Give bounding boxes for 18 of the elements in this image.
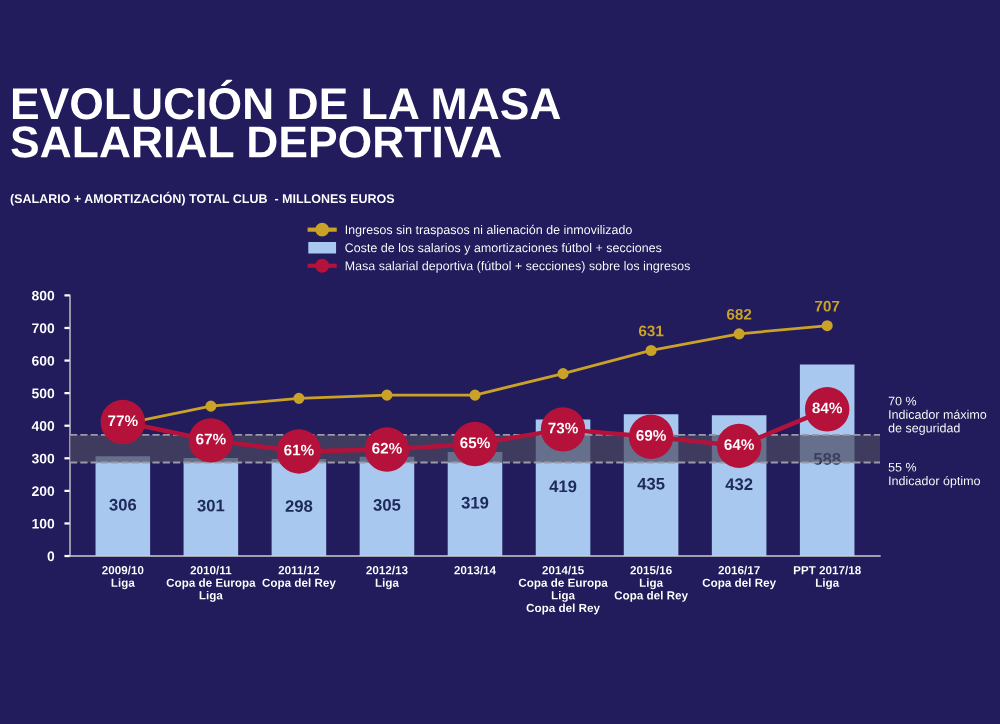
point	[381, 389, 393, 401]
point	[821, 320, 833, 332]
point	[733, 328, 745, 340]
point	[557, 368, 569, 380]
data-label: 435	[637, 477, 665, 490]
data-label: 298	[285, 500, 313, 512]
point	[645, 344, 657, 357]
data-label: 305	[373, 499, 401, 511]
data-label: 301	[197, 499, 225, 512]
data-label: 432	[725, 478, 753, 491]
chart-title: EVOLUCIÓN DE LA MASA SALARIAL DEPORTIVA	[11, 79, 561, 158]
point	[205, 400, 217, 412]
point	[469, 389, 481, 401]
data-label: 306	[109, 498, 137, 511]
bar	[183, 457, 239, 557]
point	[293, 392, 305, 404]
data-label: 419	[549, 480, 577, 493]
data-label: 319	[461, 496, 489, 509]
